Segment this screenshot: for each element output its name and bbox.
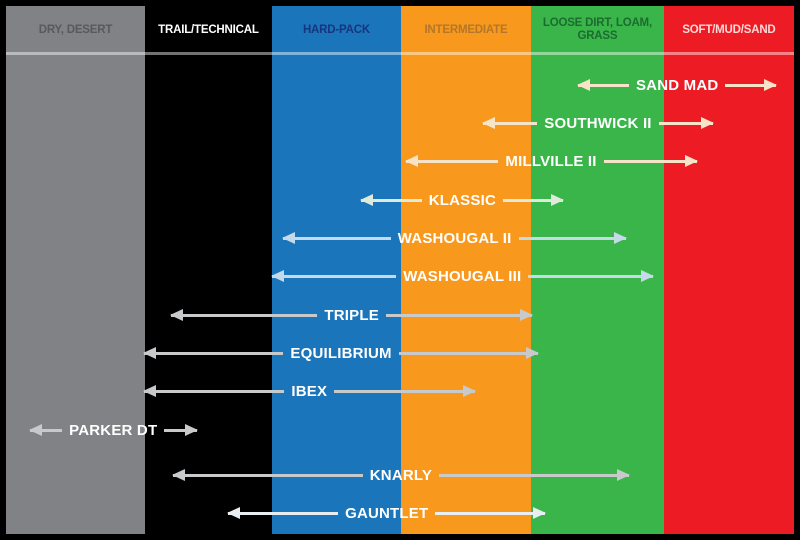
terrain-header-4[interactable]: LOOSE DIRT, LOAM, GRASS (531, 6, 664, 54)
terrain-band-5 (663, 6, 794, 534)
arrow-left-icon (228, 511, 339, 515)
arrow-left-icon (578, 83, 629, 87)
tire-range-row[interactable]: TRIPLE (171, 304, 532, 326)
terrain-header-label: INTERMEDIATE (424, 23, 508, 36)
arrow-right-icon (334, 389, 475, 393)
tire-range-row[interactable]: SAND MAD (578, 74, 777, 96)
terrain-header-label: LOOSE DIRT, LOAM, GRASS (542, 17, 652, 42)
arrow-left-icon (171, 313, 318, 317)
tire-name-label: SOUTHWICK II (544, 114, 652, 132)
terrain-band-2 (271, 6, 401, 534)
tire-range-row[interactable]: WASHOUGAL II (283, 227, 626, 249)
tire-range-row[interactable]: IBEX (143, 380, 475, 402)
tire-range-row[interactable]: KNARLY (173, 464, 629, 486)
terrain-band-0 (6, 6, 145, 534)
arrow-right-icon (385, 313, 532, 317)
tire-range-row[interactable]: GAUNTLET (228, 502, 546, 524)
header-separator-0 (6, 52, 145, 55)
terrain-header-label: SOFT/MUD/SAND (682, 23, 776, 36)
header-separator-1 (144, 52, 272, 55)
arrow-left-icon (405, 159, 499, 163)
arrow-right-icon (435, 511, 546, 515)
tire-name-label: PARKER DT (69, 421, 158, 439)
tire-range-row[interactable]: MILLVILLE II (405, 150, 697, 172)
arrow-right-icon (502, 198, 564, 202)
tire-name-label: KLASSIC (428, 191, 496, 209)
tire-name-label: TRIPLE (324, 306, 379, 324)
terrain-header-label: TRAIL/TECHNICAL (158, 23, 259, 36)
arrow-left-icon (482, 121, 538, 125)
tire-name-label: EQUILIBRIUM (290, 344, 392, 362)
tire-name-label: KNARLY (369, 466, 433, 484)
arrow-left-icon (173, 473, 363, 477)
terrain-header-0[interactable]: DRY, DESERT (6, 6, 145, 54)
tire-range-row[interactable]: EQUILIBRIUM (143, 342, 539, 364)
tire-range-row[interactable]: PARKER DT (29, 419, 197, 441)
arrow-right-icon (398, 351, 539, 355)
arrow-right-icon (439, 473, 629, 477)
header-separator-2 (271, 52, 401, 55)
arrow-right-icon (528, 274, 654, 278)
arrow-right-icon (164, 428, 197, 432)
header-separator-3 (400, 52, 531, 55)
terrain-header-2[interactable]: HARD-PACK (272, 6, 401, 54)
terrain-band-3 (400, 6, 531, 534)
header-separator-4 (530, 52, 664, 55)
terrain-band-1 (144, 6, 272, 534)
header-separator-5 (663, 52, 794, 55)
terrain-header-5[interactable]: SOFT/MUD/SAND (664, 6, 794, 54)
tire-range-row[interactable]: KLASSIC (361, 189, 564, 211)
tire-range-row[interactable]: SOUTHWICK II (482, 112, 714, 134)
tire-name-label: MILLVILLE II (505, 152, 597, 170)
tire-name-label: WASHOUGAL III (403, 267, 522, 285)
arrow-right-icon (518, 236, 626, 240)
arrow-right-icon (603, 159, 697, 163)
tire-name-label: GAUNTLET (345, 504, 429, 522)
terrain-header-3[interactable]: INTERMEDIATE (401, 6, 531, 54)
arrow-left-icon (143, 351, 284, 355)
terrain-header-row: DRY, DESERT TRAIL/TECHNICAL HARD-PACK INTER… (6, 6, 794, 54)
tire-name-label: SAND MAD (635, 76, 719, 94)
arrow-right-icon (725, 83, 777, 87)
terrain-color-bands (6, 6, 794, 534)
arrow-right-icon (658, 121, 714, 125)
tire-range-rows: SAND MAD SOUTHWICK II MILLVILLE II KLASSIC W… (6, 54, 794, 534)
tire-name-label: IBEX (291, 382, 328, 400)
arrow-left-icon (143, 389, 285, 393)
arrow-left-icon (271, 274, 397, 278)
terrain-header-1[interactable]: TRAIL/TECHNICAL (145, 6, 272, 54)
tire-name-label: WASHOUGAL II (397, 229, 512, 247)
terrain-header-label: DRY, DESERT (38, 23, 113, 36)
arrow-left-icon (283, 236, 391, 240)
terrain-header-label: HARD-PACK (302, 23, 370, 36)
tire-range-row[interactable]: WASHOUGAL III (271, 265, 654, 287)
arrow-left-icon (361, 198, 422, 202)
arrow-left-icon (29, 428, 63, 432)
